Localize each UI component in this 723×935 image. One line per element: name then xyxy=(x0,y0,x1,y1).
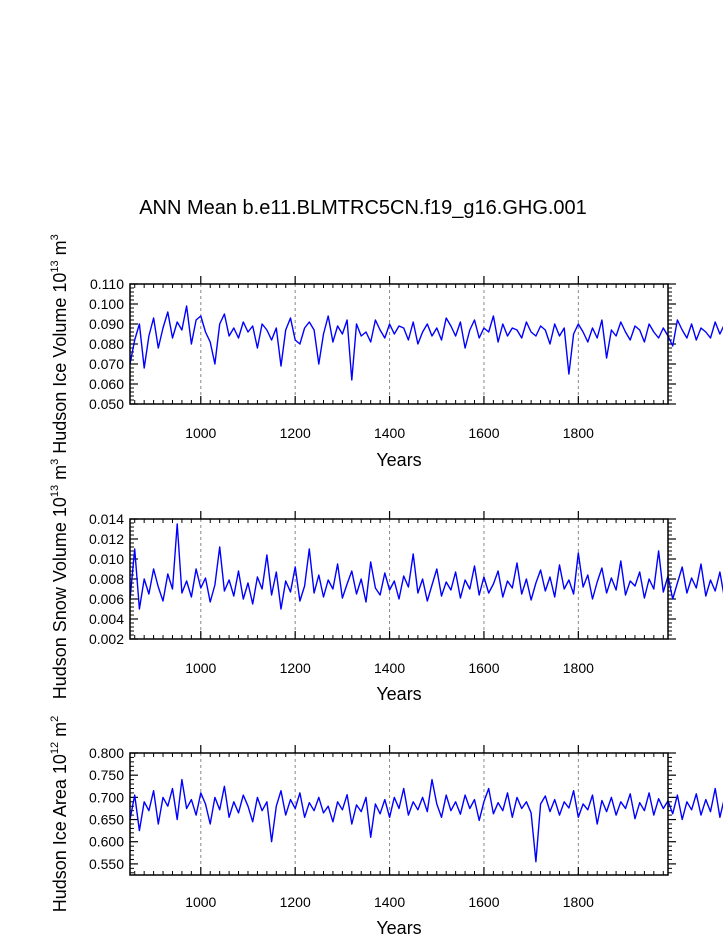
x-tick-label: 1000 xyxy=(185,425,216,441)
plot-frame xyxy=(129,752,669,876)
y-tick-label: 0.090 xyxy=(89,316,124,332)
chart-panel-3: 1000 1200 1400 1600 1800 0.550 0.600 0.650 0.700… xyxy=(49,716,723,935)
y-tick-label: 0.800 xyxy=(89,745,124,761)
panels: 1000 1200 1400 1600 1800 0.050 0.060 0.070 0.080… xyxy=(49,234,723,935)
x-tick-label: 1600 xyxy=(468,660,499,676)
chart-title: ANN Mean b.e11.BLMTRC5CN.f19_g16.GHG.001 xyxy=(139,197,587,219)
y-axis-label: Hudson Ice Volume 1013 m3 xyxy=(49,234,70,454)
x-tick-label: 1600 xyxy=(468,425,499,441)
y-tick-label: 0.600 xyxy=(89,834,124,850)
y-tick-label: 0.010 xyxy=(89,551,124,567)
y-tick-label: 0.100 xyxy=(89,296,124,312)
y-tick-label: 0.050 xyxy=(89,396,124,412)
x-tick-label: 1400 xyxy=(374,660,405,676)
chart-panel-1: 1000 1200 1400 1600 1800 0.050 0.060 0.070 0.080… xyxy=(49,234,723,470)
series-line-2-1 xyxy=(129,523,723,610)
x-tick-label: 1000 xyxy=(185,894,216,910)
x-tick-label: 1400 xyxy=(374,894,405,910)
y-tick-label: 0.060 xyxy=(89,376,124,392)
y-tick-label: 0.550 xyxy=(89,856,124,872)
x-tick-label: 1200 xyxy=(280,894,311,910)
x-axis-label: Years xyxy=(376,450,421,470)
y-axis-label: Hudson Ice Area 1012 m2 xyxy=(49,716,70,912)
x-tick-label: 1200 xyxy=(280,660,311,676)
x-tick-label: 1800 xyxy=(563,425,594,441)
x-tick-label: 1000 xyxy=(185,660,216,676)
x-tick-label: 1800 xyxy=(563,894,594,910)
x-tick-label: 1800 xyxy=(563,660,594,676)
y-tick-label: 0.002 xyxy=(89,631,124,647)
x-axis-label: Years xyxy=(376,918,421,935)
y-tick-label: 0.012 xyxy=(89,531,124,547)
y-axis-label: Hudson Snow Volume 1013 m3 xyxy=(49,459,70,700)
y-tick-label: 0.006 xyxy=(89,591,124,607)
x-tick-label: 1600 xyxy=(468,894,499,910)
y-tick-label: 0.080 xyxy=(89,336,124,352)
y-tick-label: 0.700 xyxy=(89,789,124,805)
y-tick-label: 0.008 xyxy=(89,571,124,587)
plot-frame xyxy=(129,518,669,640)
y-tick-label: 0.650 xyxy=(89,812,124,828)
series-line-3-1 xyxy=(129,778,723,863)
y-tick-label: 0.750 xyxy=(89,767,124,783)
y-tick-label: 0.014 xyxy=(89,511,124,527)
plot-frame xyxy=(129,283,669,405)
y-tick-label: 0.110 xyxy=(90,276,124,292)
x-axis-label: Years xyxy=(376,684,421,704)
x-tick-label: 1400 xyxy=(374,425,405,441)
x-tick-label: 1200 xyxy=(280,425,311,441)
y-tick-label: 0.070 xyxy=(89,356,124,372)
y-tick-label: 0.004 xyxy=(89,611,124,627)
chart-panel-2: 1000 1200 1400 1600 1800 0.002 0.004 0.006 0.008… xyxy=(49,459,723,704)
series-line-1-1 xyxy=(129,305,723,381)
